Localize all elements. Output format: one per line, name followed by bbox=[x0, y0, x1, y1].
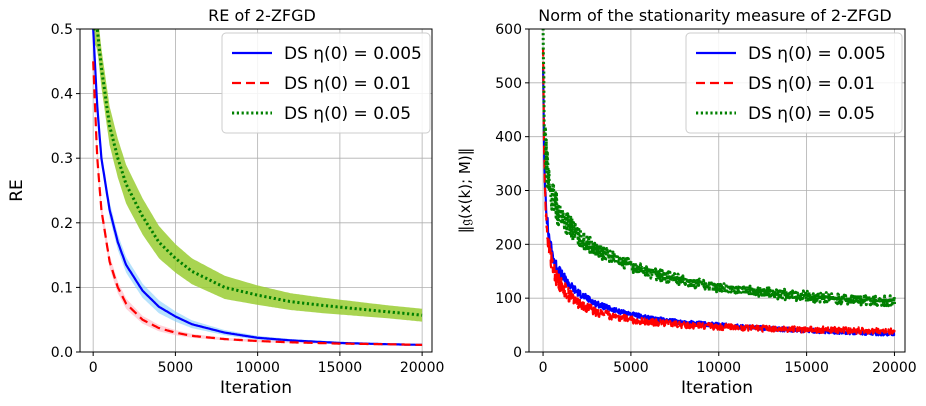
right-xtick-label-4: 20000 bbox=[872, 360, 917, 376]
left-y-axis-label: RE bbox=[7, 179, 27, 202]
left-axes-frame bbox=[79, 28, 433, 353]
right-ytick-label-6: 600 bbox=[495, 22, 522, 38]
left-xtick-label-4: 20000 bbox=[400, 360, 445, 376]
right-legend-label-0: DS η(0) = 0.005 bbox=[748, 44, 886, 64]
right-ytick-label-1: 100 bbox=[495, 291, 522, 307]
left-ytick-label-2: 0.2 bbox=[51, 216, 73, 232]
left-legend-label-2: DS η(0) = 0.05 bbox=[284, 104, 411, 124]
left-legend-label-1: DS η(0) = 0.01 bbox=[284, 74, 411, 94]
right-legend: DS η(0) = 0.005 DS η(0) = 0.01 DS η(0) = 0… bbox=[685, 32, 903, 134]
left-series-group bbox=[92, 29, 423, 346]
panel-right-stationarity: 0 5000 10000 15000 20000 0 100 200 300 400 500 600 N… bbox=[456, 6, 917, 398]
right-chart-title: Norm of the stationarity measure of 2-ZF… bbox=[538, 6, 892, 25]
left-band-2 bbox=[93, 29, 423, 322]
right-ytick-label-4: 400 bbox=[495, 130, 522, 146]
left-xtick-label-2: 10000 bbox=[235, 360, 280, 376]
right-ytick-label-3: 300 bbox=[495, 184, 522, 200]
left-xtick-label-0: 0 bbox=[89, 360, 98, 376]
left-legend-label-0: DS η(0) = 0.005 bbox=[284, 44, 422, 64]
left-series-line-1 bbox=[92, 61, 423, 346]
right-legend-label-1: DS η(0) = 0.01 bbox=[748, 74, 875, 94]
right-series-group bbox=[541, 29, 896, 337]
left-legend-box bbox=[221, 32, 431, 134]
left-chart-title: RE of 2-ZFGD bbox=[208, 6, 316, 25]
right-x-axis-label: Iteration bbox=[681, 378, 753, 398]
left-xtick-label-1: 5000 bbox=[158, 360, 194, 376]
right-legend-box bbox=[685, 32, 903, 134]
left-x-axis-label: Iteration bbox=[220, 378, 292, 398]
right-ytick-label-0: 0 bbox=[513, 345, 522, 361]
right-ytick-label-2: 200 bbox=[495, 237, 522, 253]
left-xtick-label-3: 15000 bbox=[318, 360, 363, 376]
right-xtick-label-0: 0 bbox=[539, 360, 548, 376]
left-ytick-label-5: 0.5 bbox=[51, 22, 73, 38]
left-legend: DS η(0) = 0.005 DS η(0) = 0.01 DS η(0) = 0… bbox=[221, 32, 431, 134]
left-ytick-label-1: 0.1 bbox=[51, 280, 73, 296]
right-ytick-label-5: 500 bbox=[495, 76, 522, 92]
left-ytick-label-4: 0.4 bbox=[51, 87, 73, 103]
right-xtick-label-1: 5000 bbox=[613, 360, 649, 376]
right-series-line-1 bbox=[542, 47, 896, 336]
left-ytick-label-3: 0.3 bbox=[51, 151, 73, 167]
right-legend-label-2: DS η(0) = 0.05 bbox=[748, 104, 875, 124]
right-y-axis-label: ‖𝔤(x(k); M)‖ bbox=[456, 148, 474, 233]
panel-left-re: 0 5000 10000 15000 20000 0.0 0.1 0.2 0.3 0.4 0.5 RE… bbox=[7, 6, 444, 398]
right-xtick-label-3: 15000 bbox=[784, 360, 829, 376]
right-xtick-label-2: 10000 bbox=[696, 360, 741, 376]
left-ytick-label-0: 0.0 bbox=[51, 345, 73, 361]
right-series-line-2 bbox=[541, 29, 896, 308]
